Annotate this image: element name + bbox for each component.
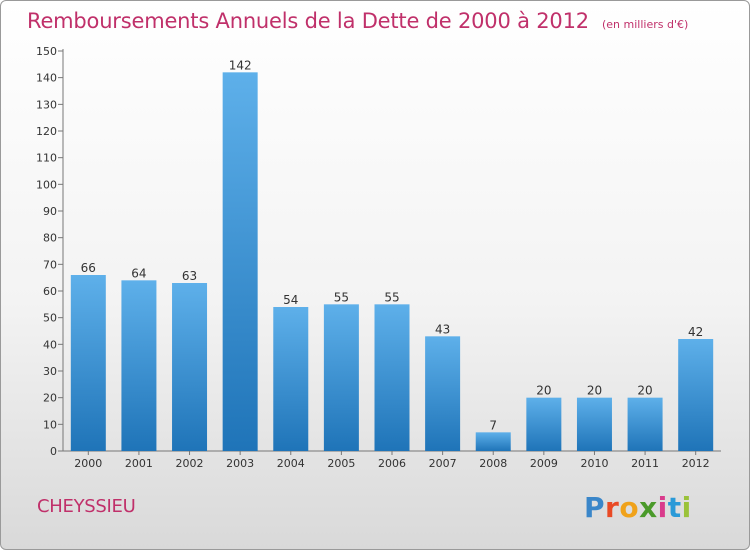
x-tick-label: 2008 (479, 457, 507, 470)
data-label: 64 (131, 266, 146, 280)
y-tick-label: 130 (36, 98, 57, 111)
bar (475, 432, 511, 451)
x-tick-label: 2007 (429, 457, 457, 470)
data-label: 20 (637, 384, 652, 398)
x-tick-label: 2012 (682, 457, 710, 470)
x-tick-label: 2010 (580, 457, 608, 470)
chart-title: Remboursements Annuels de la Dette de 20… (27, 9, 589, 33)
bar (121, 280, 157, 451)
y-tick-label: 40 (43, 338, 57, 351)
y-tick-label: 80 (43, 232, 57, 245)
data-label: 43 (435, 322, 450, 336)
bar (576, 397, 612, 451)
data-label: 42 (688, 325, 703, 339)
x-tick-label: 2001 (125, 457, 153, 470)
y-tick-label: 30 (43, 365, 57, 378)
y-tick-label: 120 (36, 125, 57, 138)
y-tick-label: 20 (43, 392, 57, 405)
y-tick-label: 10 (43, 418, 57, 431)
y-tick-label: 100 (36, 178, 57, 191)
y-tick-label: 90 (43, 205, 57, 218)
bar (526, 397, 562, 451)
data-label: 7 (489, 418, 497, 432)
y-tick-label: 150 (36, 45, 57, 58)
x-tick-label: 2005 (327, 457, 355, 470)
bar (172, 283, 208, 451)
bar (323, 304, 359, 451)
bar (678, 339, 714, 451)
x-tick-label: 2002 (176, 457, 204, 470)
chart-labels: 2000 66 2001 64 2002 63 2003 142 2004 54 2005 55 200… (74, 58, 709, 470)
data-label: 54 (283, 293, 298, 307)
x-tick-label: 2011 (631, 457, 659, 470)
bar (425, 336, 461, 451)
proxiti-logo: Proxiti (584, 491, 692, 524)
x-tick-label: 2000 (74, 457, 102, 470)
chart-axes: 0 10 20 30 40 50 60 70 80 90 100 110 120 130 140 150 (36, 45, 721, 458)
unit-note: (en milliers d'€) (602, 18, 689, 31)
chart-title-block: Remboursements Annuels de la Dette de 20… (27, 9, 688, 33)
y-tick-label: 60 (43, 285, 57, 298)
bar (374, 304, 410, 451)
y-tick-label: 110 (36, 152, 57, 165)
data-label: 20 (536, 384, 551, 398)
y-tick-label: 140 (36, 72, 57, 85)
data-label: 55 (384, 290, 399, 304)
bar (222, 72, 258, 451)
y-tick-label: 0 (50, 445, 57, 458)
commune-name: CHEYSSIEU (37, 496, 136, 517)
bar (627, 397, 663, 451)
data-label: 63 (182, 269, 197, 283)
x-tick-label: 2003 (226, 457, 254, 470)
y-tick-label: 70 (43, 258, 57, 271)
bar (273, 307, 309, 451)
data-label: 55 (334, 290, 349, 304)
chart-bars (70, 72, 714, 451)
bar (70, 275, 106, 451)
x-tick-label: 2006 (378, 457, 406, 470)
data-label: 20 (587, 384, 602, 398)
x-tick-label: 2004 (277, 457, 305, 470)
data-label: 66 (81, 261, 96, 275)
x-tick-label: 2009 (530, 457, 558, 470)
y-tick-label: 50 (43, 312, 57, 325)
data-label: 142 (229, 58, 252, 72)
